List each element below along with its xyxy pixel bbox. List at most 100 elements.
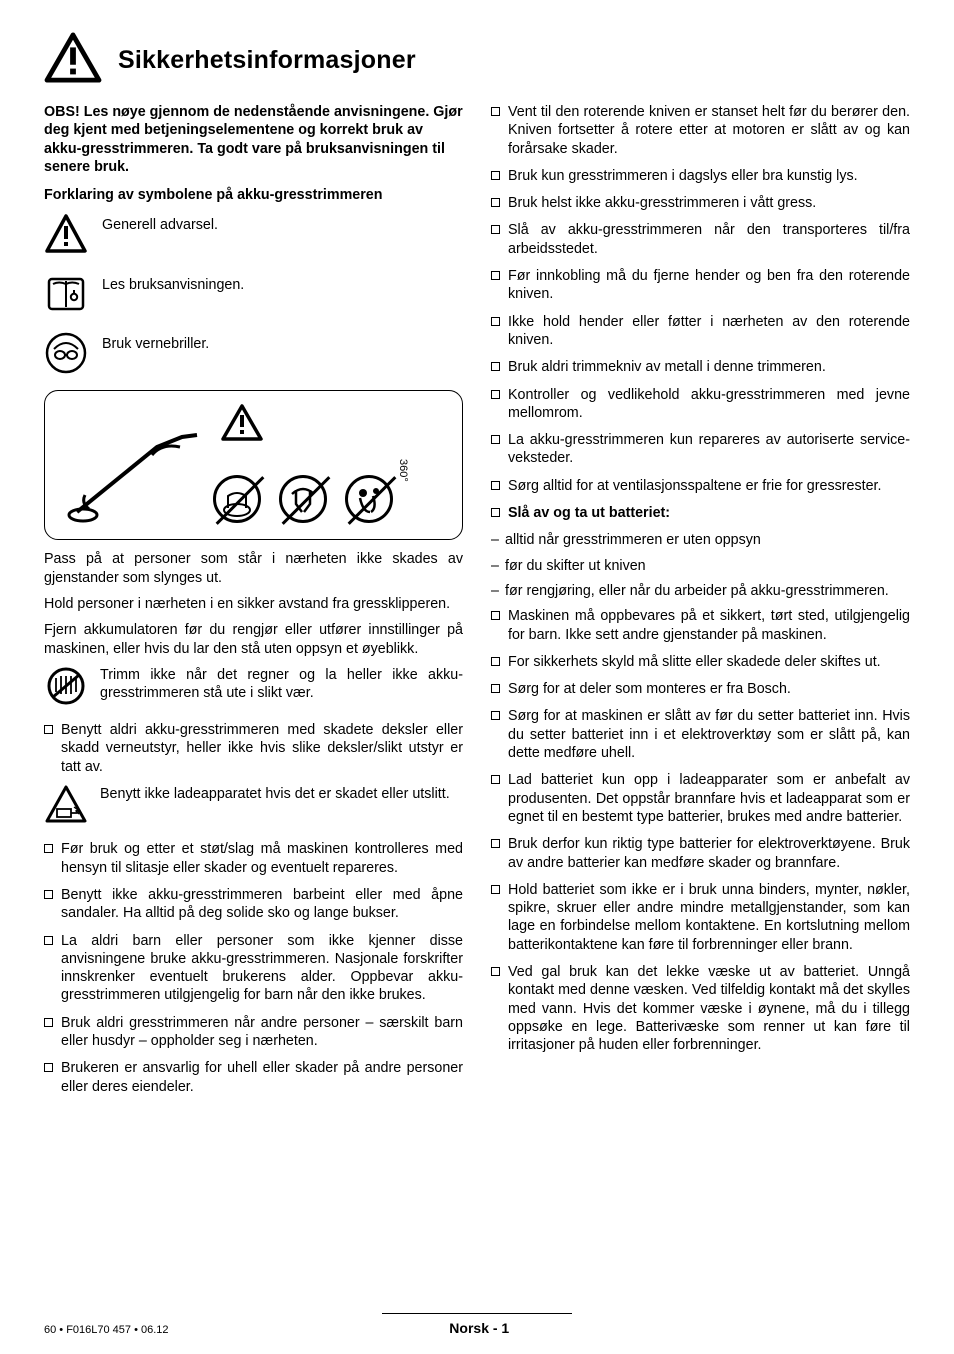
bullet-text: Bruk aldri gresstrimmeren når andre pers…	[61, 1014, 463, 1051]
rain-warning-row: Trimm ikke når det regner og la heller i…	[44, 666, 463, 711]
column-right: Vent til den roterende kniven er stanset…	[491, 103, 910, 1105]
bullet-text: Vent til den roterende kniven er stanset…	[508, 103, 910, 158]
bullet-item: Brukeren er ansvarlig for uhell eller sk…	[44, 1059, 463, 1096]
diagram-warning-icon	[220, 403, 264, 448]
diagram-rotation-label: 360°	[396, 459, 410, 482]
footer-left: 60 • F016L70 457 • 06.12	[44, 1324, 169, 1336]
symbol-row-manual: Les bruksanvisningen.	[44, 272, 463, 321]
footer-center: Norsk - 1	[449, 1320, 509, 1336]
bullet-item: For sikkerhets skyld må slitte eller ska…	[491, 653, 910, 671]
bullet-marker-icon	[491, 775, 500, 784]
bullet-text: Hold batteriet som ikke er i bruk unna b…	[508, 881, 910, 954]
bullet-item: Sørg alltid for at ventilasjonsspaltene …	[491, 477, 910, 495]
bullet-marker-icon	[44, 890, 53, 899]
bullet-text: Sørg alltid for at ventilasjonsspaltene …	[508, 477, 910, 495]
bullet-marker-icon	[491, 225, 500, 234]
dash-text: før rengjøring, eller når du arbeider på…	[505, 582, 910, 600]
bullet-item: Slå av og ta ut batteriet:	[491, 504, 910, 522]
bullet-item: Kontroller og vedlikehold akku-gresstrim…	[491, 386, 910, 423]
trimmer-icon	[67, 417, 217, 532]
bullet-item: Bruk helst ikke akku-gresstrimmeren i vå…	[491, 194, 910, 212]
bullet-marker-icon	[44, 725, 53, 734]
bullet-marker-icon	[491, 317, 500, 326]
bullet-item: Ved gal bruk kan det lekke væske ut av b…	[491, 963, 910, 1054]
symbol-row-warning: Generell advarsel.	[44, 212, 463, 261]
bullet-marker-icon	[491, 508, 500, 517]
goggles-icon	[44, 331, 88, 380]
bullet-text: For sikkerhets skyld må slitte eller ska…	[508, 653, 910, 671]
bullet-item: Sørg for at maskinen er slått av før du …	[491, 707, 910, 762]
rain-text: Trimm ikke når det regner og la heller i…	[100, 666, 463, 703]
bullet-item: Hold batteriet som ikke er i bruk unna b…	[491, 881, 910, 954]
bullet-text: Ved gal bruk kan det lekke væske ut av b…	[508, 963, 910, 1054]
diagram-prohibit-icon	[345, 475, 393, 523]
safety-diagram: 360°	[44, 390, 463, 540]
bullet-marker-icon	[44, 1018, 53, 1027]
bullet-item: Bruk aldri trimmekniv av metall i denne …	[491, 358, 910, 376]
bullet-item: Bruk aldri gresstrimmeren når andre pers…	[44, 1014, 463, 1051]
bullet-item: Vent til den roterende kniven er stanset…	[491, 103, 910, 158]
footer-rule	[382, 1313, 572, 1314]
bullet-item: Benytt ikke akku-gresstrimmeren barbeint…	[44, 886, 463, 923]
bullet-text: Bruk kun gresstrimmeren i dagslys eller …	[508, 167, 910, 185]
symbol-label: Generell advarsel.	[102, 212, 218, 234]
bullet-item: Maskinen må oppbevares på et sikkert, tø…	[491, 607, 910, 644]
dash-marker: –	[491, 557, 505, 575]
bullet-text: Maskinen må oppbevares på et sikkert, tø…	[508, 607, 910, 644]
warning-icon	[44, 32, 102, 89]
dash-text: alltid når gresstrimmeren er uten oppsyn	[505, 531, 910, 549]
battery-heading: Slå av og ta ut batteriet:	[508, 504, 910, 522]
bullet-marker-icon	[491, 435, 500, 444]
bullet-item: La akku-gresstrimmeren kun repareres av …	[491, 431, 910, 468]
bullet-text: Sørg for at deler som monteres er fra Bo…	[508, 680, 910, 698]
bullet-text: Før bruk og etter et støt/slag må maskin…	[61, 840, 463, 877]
symbols-heading: Forklaring av symbolene på akku-gresstri…	[44, 186, 463, 204]
warning-triangle-icon	[44, 212, 88, 261]
bullet-marker-icon	[44, 1063, 53, 1072]
bullet-item: La aldri barn eller personer som ikke kj…	[44, 932, 463, 1005]
bullet-marker-icon	[44, 844, 53, 853]
paragraph: Fjern akkumulatoren før du rengjør eller…	[44, 621, 463, 658]
dash-text: før du skifter ut kniven	[505, 557, 910, 575]
bullet-text: Benytt aldri akku-gresstrimmeren med ska…	[61, 721, 463, 776]
bullet-marker-icon	[491, 171, 500, 180]
bullet-text: Kontroller og vedlikehold akku-gresstrim…	[508, 386, 910, 423]
dash-marker: –	[491, 582, 505, 600]
bullet-text: Brukeren er ansvarlig for uhell eller sk…	[61, 1059, 463, 1096]
bullet-item: Før bruk og etter et støt/slag må maskin…	[44, 840, 463, 877]
bullet-marker-icon	[491, 711, 500, 720]
bullet-text: Bruk aldri trimmekniv av metall i denne …	[508, 358, 910, 376]
charger-text: Benytt ikke ladeapparatet hvis det er sk…	[100, 785, 463, 803]
bullet-item: Benytt aldri akku-gresstrimmeren med ska…	[44, 721, 463, 776]
symbol-row-goggles: Bruk vernebriller.	[44, 331, 463, 380]
paragraph: Hold personer i nærheten i en sikker avs…	[44, 595, 463, 613]
diagram-prohibit-icon	[213, 475, 261, 523]
bullet-marker-icon	[491, 684, 500, 693]
bullet-marker-icon	[491, 107, 500, 116]
bullet-marker-icon	[491, 967, 500, 976]
bullet-text: Ikke hold hender eller føtter i nærheten…	[508, 313, 910, 350]
page-footer: 60 • F016L70 457 • 06.12 Norsk - 1	[44, 1313, 910, 1336]
intro-text: OBS! Les nøye gjennom de nedenstående an…	[44, 103, 463, 176]
charger-warning-row: Benytt ikke ladeapparatet hvis det er sk…	[44, 785, 463, 830]
header: Sikkerhetsinformasjoner	[44, 32, 910, 89]
bullet-text: Benytt ikke akku-gresstrimmeren barbeint…	[61, 886, 463, 923]
bullet-text: La akku-gresstrimmeren kun repareres av …	[508, 431, 910, 468]
bullet-marker-icon	[491, 611, 500, 620]
bullet-marker-icon	[491, 390, 500, 399]
dash-item: –før du skifter ut kniven	[491, 557, 910, 575]
bullet-marker-icon	[491, 271, 500, 280]
column-left: OBS! Les nøye gjennom de nedenstående an…	[44, 103, 463, 1105]
bullet-text: Sørg for at maskinen er slått av før du …	[508, 707, 910, 762]
bullet-item: Slå av akku-gresstrimmeren når den trans…	[491, 221, 910, 258]
bullet-marker-icon	[44, 936, 53, 945]
bullet-item: Ikke hold hender eller føtter i nærheten…	[491, 313, 910, 350]
dash-item: –alltid når gresstrimmeren er uten oppsy…	[491, 531, 910, 549]
bullet-marker-icon	[491, 198, 500, 207]
bullet-marker-icon	[491, 839, 500, 848]
bullet-marker-icon	[491, 362, 500, 371]
content-columns: OBS! Les nøye gjennom de nedenstående an…	[44, 103, 910, 1105]
page-title: Sikkerhetsinformasjoner	[118, 46, 416, 75]
diagram-prohibit-icon	[279, 475, 327, 523]
bullet-marker-icon	[491, 657, 500, 666]
